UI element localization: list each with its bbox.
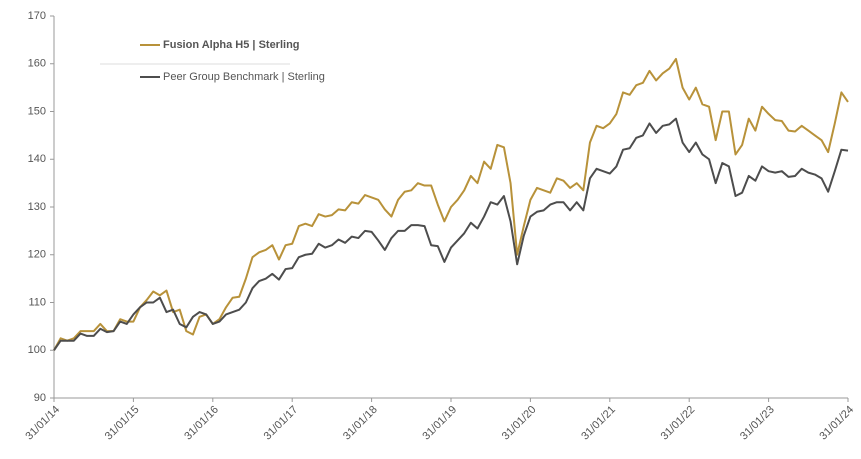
y-tick-label: 110: [28, 296, 46, 308]
x-tick-label: 31/01/14: [23, 404, 62, 443]
series-line: [53, 117, 849, 351]
x-tick-label: 31/01/24: [817, 404, 856, 443]
series-line: [53, 57, 849, 351]
x-tick-label: 31/01/23: [738, 404, 777, 443]
x-tick-label: 31/01/22: [659, 404, 698, 443]
x-tick-label: 31/01/16: [182, 404, 221, 443]
y-tick-label: 90: [34, 392, 46, 404]
legend-label: Fusion Alpha H5 | Sterling: [163, 39, 300, 51]
x-tick-label: 31/01/19: [420, 404, 459, 443]
y-tick-label: 100: [28, 344, 46, 356]
x-tick-label: 31/01/15: [103, 404, 142, 443]
y-tick-label: 140: [28, 153, 46, 165]
x-tick-label: 31/01/21: [579, 404, 618, 443]
legend-label: Peer Group Benchmark | Sterling: [163, 71, 325, 83]
x-tick-label: 31/01/20: [500, 404, 539, 443]
y-tick-label: 160: [28, 58, 46, 70]
y-tick-label: 120: [28, 249, 46, 261]
y-tick-label: 130: [28, 201, 46, 213]
x-tick-label: 31/01/17: [262, 404, 301, 443]
y-tick-label: 170: [28, 10, 46, 22]
x-tick-label: 31/01/18: [341, 404, 380, 443]
y-tick-label: 150: [28, 105, 46, 117]
